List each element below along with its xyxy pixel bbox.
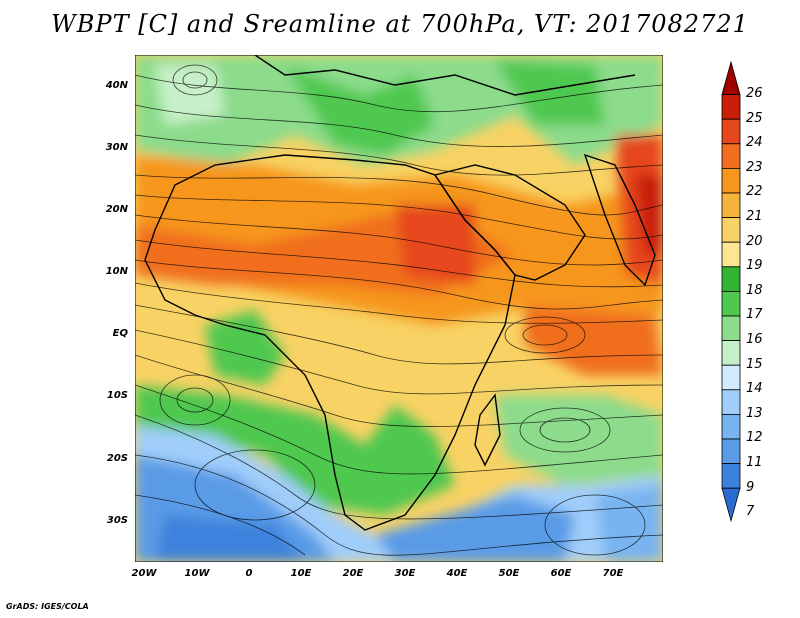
- colorbar-swatch-25: [721, 94, 741, 120]
- lon-label-50e: 50E: [498, 568, 520, 579]
- colorbar-swatch-20: [721, 217, 741, 243]
- lon-label-10e: 10E: [290, 568, 312, 579]
- colorbar: [721, 60, 741, 523]
- colorbar-swatch-23: [721, 143, 741, 169]
- lat-label-30n: 30N: [105, 142, 128, 153]
- lon-label-30e: 30E: [394, 568, 416, 579]
- colorbar-swatch-14: [721, 364, 741, 391]
- colorbar-swatch-16: [721, 315, 741, 342]
- grads-credit: GrADS: IGES/COLA: [6, 602, 89, 611]
- colorbar-swatch-22: [721, 168, 741, 194]
- colorbar-label-16: 16: [746, 332, 763, 347]
- lon-label-40e: 40E: [446, 568, 468, 579]
- colorbar-label-17: 17: [746, 307, 763, 323]
- colorbar-swatch-21: [721, 192, 741, 219]
- lat-label-10n: 10N: [105, 266, 128, 277]
- colorbar-swatch-26: [721, 60, 741, 95]
- lat-label-10s: 10S: [106, 390, 128, 401]
- colorbar-swatch-12: [721, 413, 741, 440]
- colorbar-label-9: 9: [746, 479, 755, 495]
- colorbar-label-26: 26: [746, 86, 763, 101]
- colorbar-swatch-24: [721, 118, 741, 145]
- lat-label-eq: EQ: [112, 328, 128, 339]
- lon-label-60e: 60E: [550, 568, 572, 579]
- colorbar-label-23: 23: [746, 159, 763, 175]
- coastlines: [144, 55, 656, 531]
- colorbar-label-13: 13: [746, 405, 763, 421]
- colorbar-label-24: 24: [746, 135, 763, 151]
- lat-label-20n: 20N: [105, 204, 128, 215]
- colorbar-label-21: 21: [746, 209, 763, 224]
- lon-label-0: 0: [245, 568, 253, 579]
- colorbar-swatch-19: [721, 241, 741, 268]
- colorbar-swatch-9: [721, 463, 741, 489]
- colorbar-label-19: 19: [746, 258, 763, 274]
- lat-label-40n: 40N: [105, 80, 128, 91]
- colorbar-label-18: 18: [746, 282, 763, 298]
- colorbar-swatch-18: [721, 266, 741, 292]
- colorbar-label-11: 11: [746, 455, 763, 470]
- colorbar-label-20: 20: [746, 233, 763, 249]
- lat-label-20s: 20S: [106, 453, 128, 464]
- chart-title: WBPT [C] and Sreamline at 700hPa, VT: 20…: [51, 10, 749, 38]
- colorbar-label-7: 7: [746, 504, 755, 520]
- colorbar-label-12: 12: [746, 430, 763, 446]
- lat-label-30s: 30S: [106, 515, 128, 526]
- lon-label-20e: 20E: [342, 568, 364, 579]
- lon-label-70e: 70E: [602, 568, 624, 579]
- colorbar-swatch-17: [721, 290, 741, 317]
- lon-label-10w: 10W: [184, 568, 210, 579]
- colorbar-swatch-11: [721, 438, 741, 465]
- colorbar-swatch-15: [721, 340, 741, 366]
- colorbar-label-14: 14: [746, 381, 763, 397]
- colorbar-label-22: 22: [746, 184, 763, 200]
- colorbar-label-25: 25: [746, 110, 763, 126]
- streamlines: [135, 64, 663, 556]
- colorbar-swatch-7: [721, 487, 741, 523]
- colorbar-swatch-13: [721, 389, 741, 415]
- colorbar-label-15: 15: [746, 356, 763, 372]
- map-plot: [135, 55, 663, 562]
- lon-label-20w: 20W: [131, 568, 157, 579]
